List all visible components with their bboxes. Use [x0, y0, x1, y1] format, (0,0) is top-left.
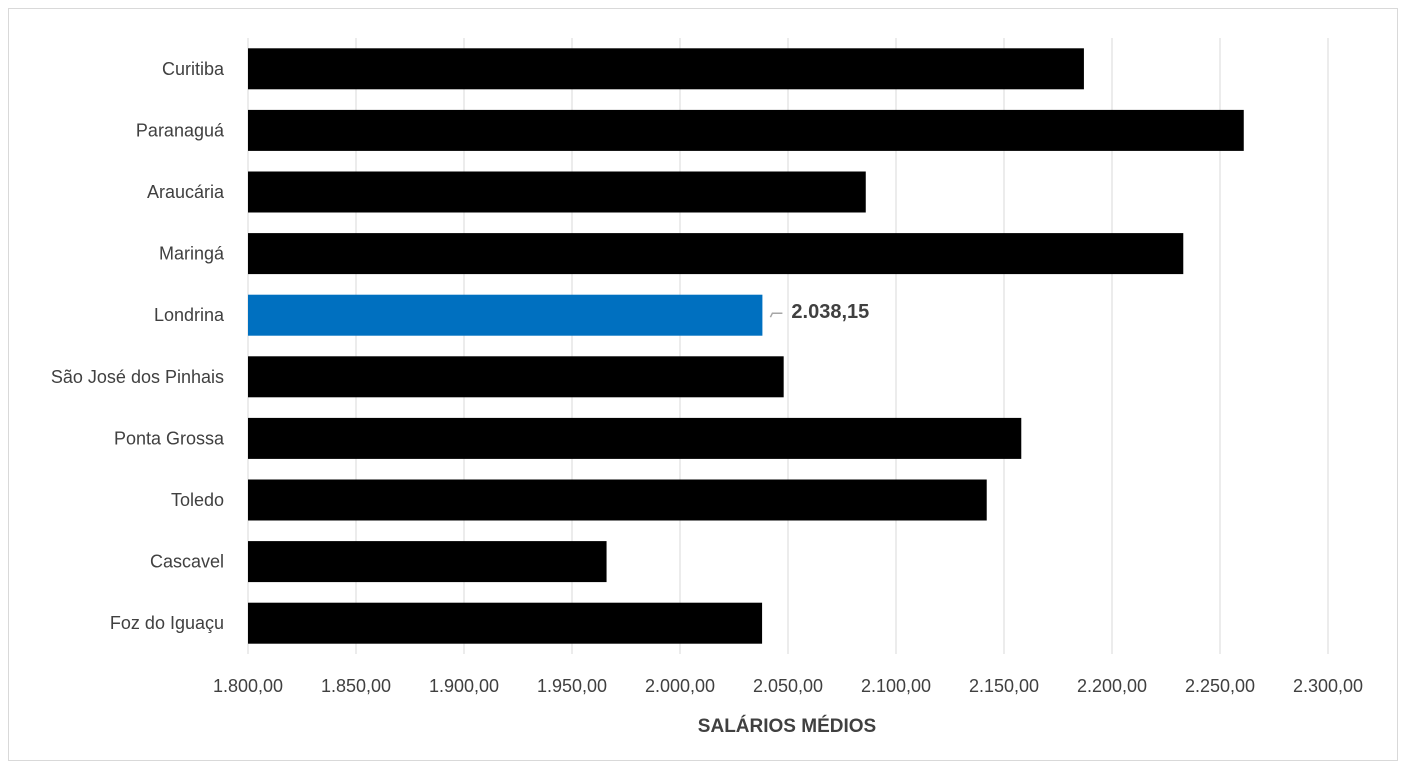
data-label-leader — [769, 312, 783, 318]
x-tick-label: 2.050,00 — [753, 676, 823, 696]
category-label: Toledo — [171, 490, 224, 510]
x-tick-label: 2.000,00 — [645, 676, 715, 696]
x-tick-labels: 1.800,00 1.850,00 1.900,00 1.950,00 2.000,00… — [213, 676, 1363, 696]
x-tick-label: 2.300,00 — [1293, 676, 1363, 696]
category-label: Londrina — [154, 305, 225, 325]
category-label: Ponta Grossa — [114, 428, 225, 448]
x-tick-label: 2.150,00 — [969, 676, 1039, 696]
category-label: Curitiba — [162, 59, 225, 79]
category-label: Cascavel — [150, 552, 224, 572]
x-tick-label: 1.950,00 — [537, 676, 607, 696]
bar-toledo — [248, 479, 987, 521]
category-label: Maringá — [159, 244, 225, 264]
x-tick-label: 1.800,00 — [213, 676, 283, 696]
data-labels: 2.038,15 — [769, 301, 869, 323]
category-label: São José dos Pinhais — [51, 367, 224, 387]
bars — [248, 48, 1244, 644]
bar-foz-do-igua-u — [248, 602, 763, 644]
bar-paranagu- — [248, 109, 1244, 151]
x-tick-label: 2.100,00 — [861, 676, 931, 696]
category-label: Araucária — [147, 182, 225, 202]
bar-cascavel — [248, 541, 607, 583]
x-tick-label: 2.200,00 — [1077, 676, 1147, 696]
x-tick-label: 1.850,00 — [321, 676, 391, 696]
bar-curitiba — [248, 48, 1084, 90]
data-label: 2.038,15 — [791, 301, 869, 323]
bar-s-o-jos-dos-pinhais — [248, 356, 784, 398]
x-tick-label: 2.250,00 — [1185, 676, 1255, 696]
bar-maring- — [248, 233, 1184, 275]
bar-londrina — [248, 294, 763, 336]
bar-ponta-grossa — [248, 417, 1022, 459]
bar-arauc-ria — [248, 171, 866, 213]
category-label: Foz do Iguaçu — [110, 613, 224, 633]
category-labels: Curitiba Paranaguá Araucária Maringá Londrin… — [51, 59, 225, 633]
category-label: Paranaguá — [136, 120, 225, 140]
x-tick-label: 1.900,00 — [429, 676, 499, 696]
x-axis-title: SALÁRIOS MÉDIOS — [698, 715, 876, 737]
